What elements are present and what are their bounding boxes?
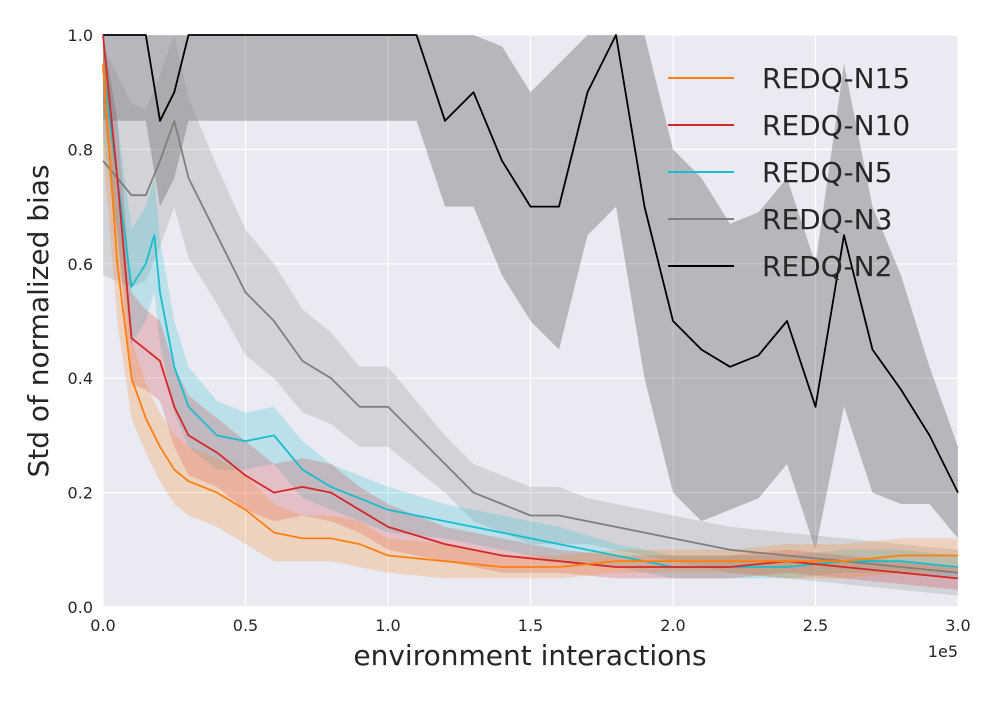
line-redq-n10 xyxy=(102,34,959,580)
y-tick-label: 0.4 xyxy=(68,369,93,388)
x-tick-label: 0.5 xyxy=(233,616,258,635)
x-tick-label: 1.0 xyxy=(375,616,400,635)
x-tick-label: 1.5 xyxy=(518,616,543,635)
y-tick-label: 0.2 xyxy=(68,484,93,503)
x-tick-label: 0.0 xyxy=(90,616,115,635)
line-redq-n2 xyxy=(103,34,959,494)
y-tick-label: 0.0 xyxy=(68,598,93,617)
line-redq-n3 xyxy=(102,119,959,574)
legend-label-redq-n3: REDQ-N3 xyxy=(762,203,892,236)
legend-label-redq-n10: REDQ-N10 xyxy=(762,109,910,142)
x-axis-label: environment interactions xyxy=(353,639,706,672)
series-lines xyxy=(102,34,959,580)
x-offset-label: 1e5 xyxy=(928,642,958,661)
band-redq-n3 xyxy=(103,35,958,596)
grid xyxy=(102,34,959,608)
confidence-bands xyxy=(103,35,958,596)
legend-label-redq-n15: REDQ-N15 xyxy=(762,62,910,95)
axis-ticks: 0.0 0.5 1.0 1.5 2.0 2.5 3.0 0.0 0.2 0.4 0.6 0.8 1.0 xyxy=(68,26,971,635)
band-redq-n2 xyxy=(103,35,958,550)
y-axis-label: Std of normalized bias xyxy=(22,164,55,477)
y-tick-label: 0.8 xyxy=(68,140,93,159)
line-redq-n15 xyxy=(102,63,958,568)
x-tick-label: 2.0 xyxy=(660,616,685,635)
y-tick-label: 0.6 xyxy=(68,255,93,274)
legend: REDQ-N15 REDQ-N10 REDQ-N5 REDQ-N3 REDQ-N2 xyxy=(668,62,910,283)
y-tick-label: 1.0 xyxy=(68,26,93,45)
legend-label-redq-n2: REDQ-N2 xyxy=(762,250,892,283)
x-tick-label: 2.5 xyxy=(803,616,828,635)
legend-label-redq-n5: REDQ-N5 xyxy=(762,156,892,189)
x-tick-label: 3.0 xyxy=(945,616,970,635)
